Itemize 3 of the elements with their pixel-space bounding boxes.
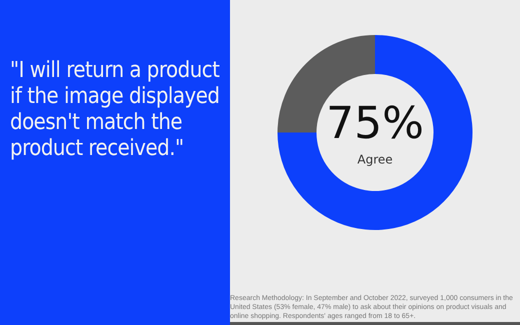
slice-label: Agree [357, 152, 393, 167]
text: "I will return a product if the image displayed doesn't match the product received." [10, 58, 220, 162]
data-label: 75% [326, 98, 424, 149]
